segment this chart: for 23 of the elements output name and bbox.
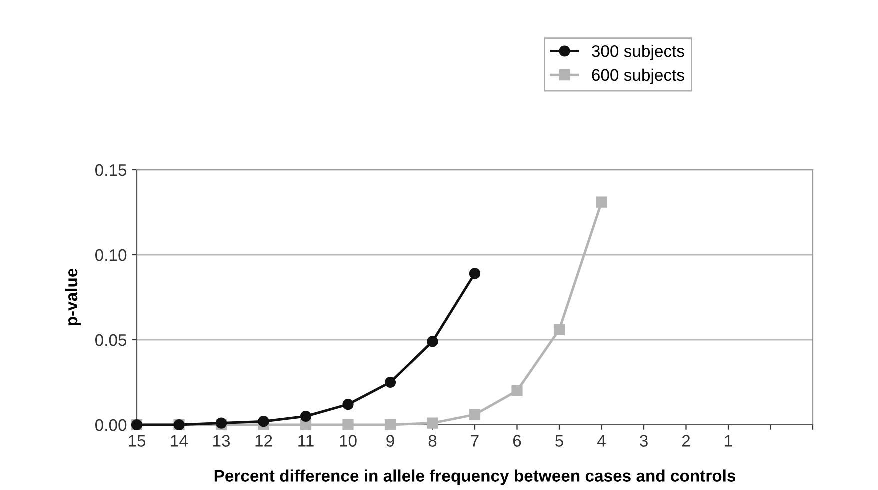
- y-tick-label: 0.15: [95, 164, 127, 176]
- x-tick-label: 12: [256, 435, 272, 447]
- y-axis-title: p-value: [65, 268, 81, 326]
- legend-label: 300 subjects: [592, 45, 684, 61]
- x-tick-label: 13: [214, 435, 230, 447]
- x-tick-label: 15: [129, 435, 146, 447]
- x-tick-label: 3: [640, 435, 648, 447]
- x-tick-label: 5: [556, 435, 564, 447]
- y-tick-label: 0.00: [95, 419, 127, 432]
- y-tick-label: 0.10: [95, 249, 127, 262]
- legend-label: 600 subjects: [592, 68, 684, 84]
- x-tick-label: 1: [725, 435, 732, 447]
- y-tick-label: 0.05: [95, 334, 127, 346]
- x-axis-title: Percent difference in allele frequency between cases and controls: [214, 470, 736, 486]
- x-tick-label: 7: [471, 435, 479, 447]
- x-tick-label: 8: [428, 435, 437, 447]
- x-tick-label: 4: [598, 435, 606, 447]
- x-tick-label: 2: [682, 435, 690, 447]
- x-tick-label: 14: [171, 435, 188, 447]
- x-tick-label: 6: [513, 435, 522, 447]
- x-tick-label: 10: [340, 435, 357, 447]
- x-tick-label: 9: [386, 435, 394, 447]
- x-tick-label: 11: [298, 435, 314, 447]
